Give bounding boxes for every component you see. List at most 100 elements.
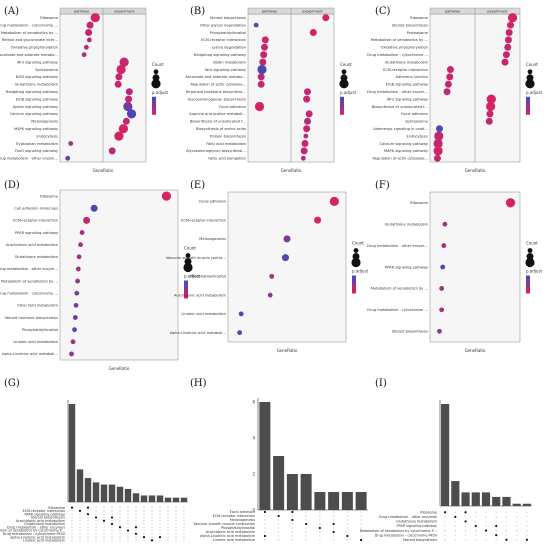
set-label: Ribosome [48,506,65,510]
data-point [75,266,81,272]
y-tick-label: Biosynthesis of unsaturated f… [190,120,247,124]
set-label: ECM-receptor interaction [213,514,255,518]
matrix-dot [444,511,447,514]
legend-count-title: Count [526,241,538,246]
data-point [433,138,443,149]
matrix-dot [103,513,105,515]
matrix-dot [475,516,477,518]
set-label: Glutathione metabolism [396,520,438,524]
matrix-dot [332,527,335,529]
y-tick-label: Drug metabolism - other enzym… [367,244,428,248]
x-axis-label: GeneRatio [465,168,486,173]
matrix-dot [71,523,73,525]
y-tick-label: Glycosaminoglycan biosynthesis [187,97,246,101]
matrix-dot [291,518,294,522]
legend-padj-title: p.adjust [340,90,357,95]
matrix-dot [346,515,349,517]
matrix-dot [526,534,528,536]
data-point [125,88,133,96]
data-point [304,88,311,96]
matrix-dot [360,538,363,542]
set-label: Drug metabolism - cytochrome P450 [375,533,437,537]
matrix-dot [95,536,97,538]
matrix-dot [346,511,349,513]
matrix-dot [475,529,477,532]
data-point [238,311,244,317]
matrix-dot [167,529,169,532]
matrix-dot [151,529,153,532]
legend-size-dot [353,248,359,253]
bar [124,488,132,502]
set-label: Steroid biosynthesis [403,538,437,542]
data-point [81,52,87,58]
matrix-dot [319,539,321,541]
panel-letter-d: (D) [4,180,20,191]
matrix-dot [305,527,307,529]
matrix-dot [87,529,89,532]
matrix-dot [167,539,169,542]
data-point [75,278,80,284]
matrix-dot [474,524,477,528]
matrix-dot [71,526,73,528]
plot-frame [227,191,347,343]
data-point [303,95,311,103]
data-point [486,94,496,104]
matrix-dot [485,520,487,523]
data-point [434,131,444,141]
data-point [443,88,451,96]
matrix-dot [103,539,105,542]
data-point [486,110,494,118]
set-label: alpha-Linolenic acid metabolism [200,534,256,538]
data-point [329,196,339,206]
matrix-dot [87,520,89,522]
y-tick-label: Drug metabolism - other enzym… [0,157,58,161]
legend-padj-title: p.adjust [184,274,201,279]
data-point [90,13,100,23]
data-point [257,73,265,81]
y-tick-label: Oxidative phosphorylation [11,46,58,50]
matrix-dot [305,531,307,533]
y-tick-label: alpha-Linolenic acid metaboli… [2,352,59,356]
matrix-dot [277,531,280,533]
matrix-dot [277,523,280,525]
matrix-dot [103,506,105,509]
y-tick-label: Wnt signaling pathway [17,60,59,64]
panel-letter-b: (B) [190,6,206,17]
y-tick-label: Hedgehog signaling pathway [194,53,247,57]
data-point [439,286,445,291]
bar [259,402,271,510]
matrix-dot [110,522,114,526]
matrix-dot [464,511,467,514]
matrix-dot [444,529,446,532]
matrix-dot [135,529,137,532]
y-tick-label: Drug metabolism - other enzym… [0,267,58,271]
matrix-dot [305,511,307,513]
data-point [303,133,309,139]
bar [148,495,156,502]
data-point [446,73,454,81]
data-point [486,101,496,112]
matrix-dot [454,515,457,518]
y-tick-label: Melanogenesis [31,120,58,124]
matrix-dot [485,539,487,541]
bar [116,486,124,502]
data-point [300,155,306,161]
matrix-dot [95,513,97,515]
y-tick-label: Metabolism of xenobiotics by … [1,31,59,35]
matrix-dot [71,539,73,542]
matrix-dot [515,511,518,513]
matrix-dot [127,536,129,538]
y-tick-label: Arginine and proline metaboli… [189,112,246,116]
set-label: Linoleic acid metabolism [23,539,66,543]
y-tick-label: Wnt signaling pathway [205,68,247,72]
y-tick-label: Metabolism of xenobiotics by … [1,279,59,283]
chart-e: Focal adhesion ECM-receptor interaction Me… [166,191,369,353]
matrix-dot [159,516,161,519]
data-point [314,216,322,224]
data-point [119,57,129,67]
data-point [123,101,133,112]
matrix-dot [515,529,518,532]
data-point [261,43,268,51]
matrix-dot [175,516,177,519]
